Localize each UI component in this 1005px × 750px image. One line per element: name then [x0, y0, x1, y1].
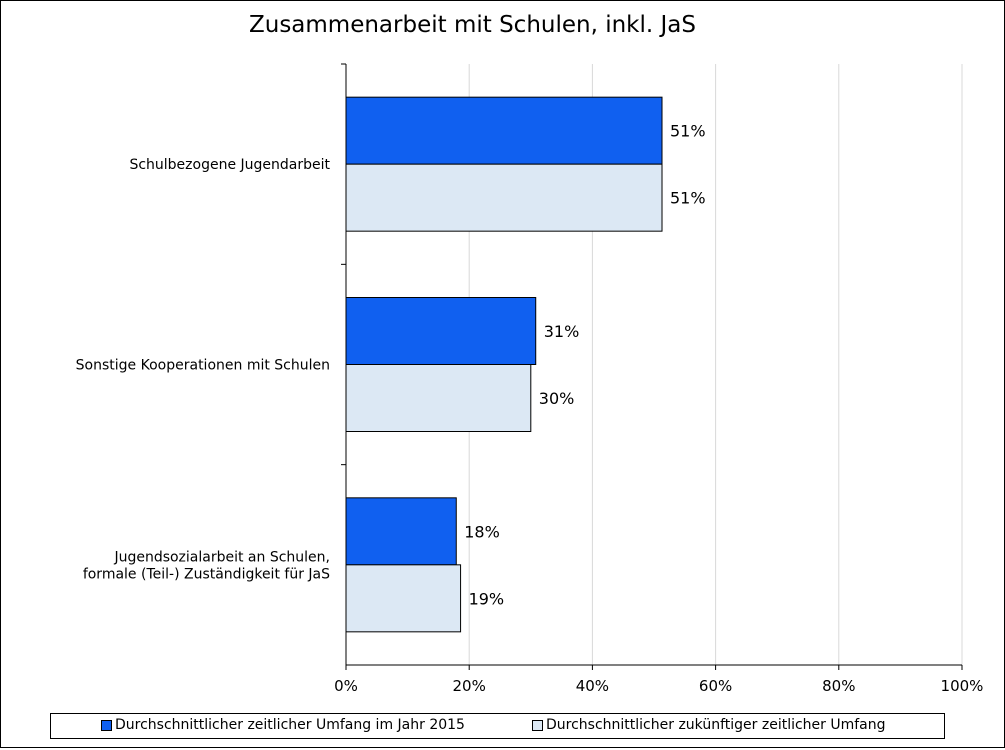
category-label: Schulbezogene Jugendarbeit — [129, 157, 330, 173]
bar-future-2 — [345, 564, 462, 633]
x-tick-label: 40% — [576, 677, 609, 695]
legend-swatch-future — [532, 719, 543, 731]
x-tick-label: 80% — [822, 677, 855, 695]
x-tick-label: 0% — [334, 677, 358, 695]
category-label: Jugendsozialarbeit an Schulen, — [113, 549, 330, 565]
legend-swatch-2015 — [101, 719, 112, 731]
bar-2015-1 — [345, 297, 537, 365]
bar-2015-2 — [345, 497, 457, 566]
legend-item-future: Durchschnittlicher zukünftiger zeitliche… — [532, 717, 886, 733]
bar-value-label: 51% — [670, 189, 706, 208]
category-label: Sonstige Kooperationen mit Schulen — [76, 358, 330, 374]
bar-value-label: 19% — [469, 589, 505, 608]
bar-future-0 — [345, 163, 663, 232]
x-tick-label: 20% — [453, 677, 486, 695]
bar-2015-0 — [345, 96, 663, 165]
legend-label-2015: Durchschnittlicher zeitlicher Umfang im … — [115, 717, 465, 733]
legend-item-2015: Durchschnittlicher zeitlicher Umfang im … — [101, 717, 465, 733]
chart-legend: Durchschnittlicher zeitlicher Umfang im … — [50, 713, 945, 739]
x-tick-label: 60% — [699, 677, 732, 695]
bar-chart: 51% 51% Schulbezogene Jugendarbeit 31% 30% So… — [76, 63, 984, 695]
bar-value-label: 51% — [670, 122, 706, 141]
category-label: formale (Teil-) Zuständigkeit für JaS — [83, 566, 330, 582]
bar-future-1 — [345, 364, 532, 432]
x-tick-label: 100% — [941, 677, 984, 695]
bar-value-label: 30% — [539, 389, 575, 408]
bar-value-label: 31% — [544, 322, 580, 341]
chart-title: Zusammenarbeit mit Schulen, inkl. JaS — [248, 12, 696, 38]
legend-label-future: Durchschnittlicher zukünftiger zeitliche… — [546, 717, 886, 733]
bar-value-label: 18% — [464, 522, 500, 541]
